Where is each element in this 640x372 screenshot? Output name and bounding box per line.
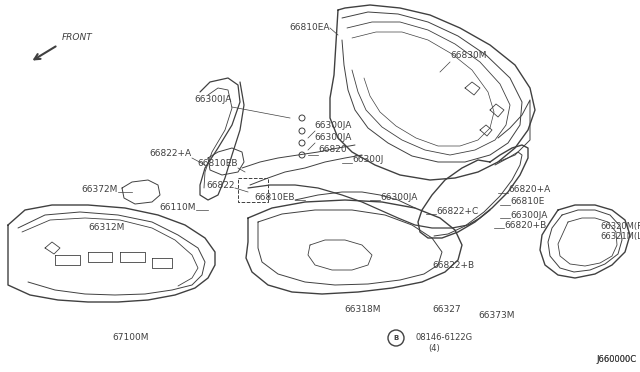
Text: 66822: 66822 bbox=[207, 180, 235, 189]
Text: 66110M: 66110M bbox=[159, 202, 196, 212]
Text: 66822+C: 66822+C bbox=[436, 206, 478, 215]
Text: 66327: 66327 bbox=[432, 305, 461, 314]
Text: 66373M: 66373M bbox=[478, 311, 515, 321]
Text: 66810EB: 66810EB bbox=[198, 158, 238, 167]
Text: 08146-6122G: 08146-6122G bbox=[416, 333, 473, 341]
Text: 66300J: 66300J bbox=[352, 155, 383, 164]
Text: 66830M: 66830M bbox=[450, 51, 486, 60]
Text: J660000C: J660000C bbox=[596, 356, 636, 365]
Text: 66300JA: 66300JA bbox=[510, 211, 547, 219]
Text: J660000C: J660000C bbox=[596, 356, 636, 365]
Text: 66822+B: 66822+B bbox=[432, 260, 474, 269]
Text: 66312M: 66312M bbox=[88, 224, 124, 232]
Text: 66300JA: 66300JA bbox=[380, 192, 417, 202]
Text: 67100M: 67100M bbox=[112, 334, 148, 343]
Text: 66822+A: 66822+A bbox=[150, 148, 192, 157]
Text: 66321M(LH): 66321M(LH) bbox=[600, 232, 640, 241]
Text: 66810EB: 66810EB bbox=[255, 193, 295, 202]
Text: B: B bbox=[394, 335, 399, 341]
Text: 66820: 66820 bbox=[318, 145, 347, 154]
Text: 66300JA: 66300JA bbox=[195, 96, 232, 105]
Text: FRONT: FRONT bbox=[62, 33, 93, 42]
Text: 66300JA: 66300JA bbox=[314, 134, 351, 142]
Text: 66820+B: 66820+B bbox=[504, 221, 547, 230]
Text: 66318M: 66318M bbox=[344, 305, 381, 314]
Text: 66320M(RH): 66320M(RH) bbox=[600, 221, 640, 231]
Text: 66372M: 66372M bbox=[82, 185, 118, 193]
Text: 66300JA: 66300JA bbox=[314, 121, 351, 129]
Text: 66810E: 66810E bbox=[510, 198, 545, 206]
Text: (4): (4) bbox=[428, 343, 440, 353]
Text: 66820+A: 66820+A bbox=[508, 186, 550, 195]
Text: 66810EA: 66810EA bbox=[289, 23, 330, 32]
